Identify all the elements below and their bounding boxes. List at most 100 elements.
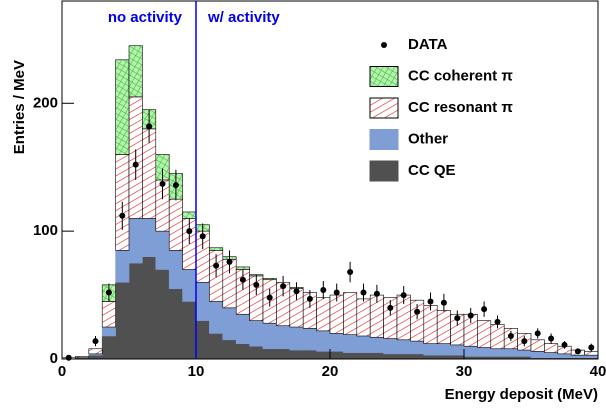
bar-segment: [209, 333, 224, 360]
data-point: [588, 344, 595, 351]
bar-segment: [396, 339, 411, 355]
bar-segment: [101, 301, 116, 328]
bar-segment: [450, 354, 465, 360]
bar-segment: [235, 313, 250, 344]
bar-segment: [168, 198, 183, 251]
data-point: [387, 304, 394, 311]
bar-segment: [128, 262, 143, 360]
data-point: [199, 233, 206, 240]
data-point: [400, 292, 407, 299]
bar-segment: [235, 343, 250, 360]
data-point: [280, 283, 287, 290]
bar-segment: [142, 256, 157, 360]
bar-segment: [302, 328, 317, 351]
x-tick-label: 20: [322, 363, 339, 380]
bar-segment: [436, 354, 451, 360]
bar-segment: [209, 301, 224, 334]
data-point: [105, 289, 112, 296]
bar-segment: [517, 349, 532, 357]
bar-segment: [115, 281, 130, 360]
bar-segment: [155, 230, 170, 270]
bar-segment: [356, 335, 371, 353]
data-point: [213, 262, 220, 269]
bar-segment: [115, 59, 130, 155]
data-point: [172, 182, 179, 189]
bar-segment: [235, 266, 250, 270]
bar-segment: [262, 348, 277, 360]
bar-segment: [570, 354, 585, 359]
bar-segment: [289, 349, 304, 360]
bar-segment: [101, 335, 116, 360]
bar-segment: [182, 269, 197, 302]
data-point: [521, 338, 528, 345]
bar-segment: [584, 351, 599, 356]
bar-segment: [584, 354, 599, 359]
bar-segment: [88, 354, 103, 360]
bar-segment: [195, 320, 210, 360]
data-point: [65, 354, 72, 361]
bar-segment: [343, 292, 358, 336]
bar-segment: [88, 348, 103, 355]
bar-segment: [128, 45, 143, 98]
data-point: [494, 318, 501, 325]
bar-segment: [423, 343, 438, 356]
bar-segment: [356, 352, 371, 360]
bar-segment: [302, 349, 317, 360]
bar-segment: [436, 310, 451, 344]
bar-segment: [410, 353, 425, 360]
bar-segment: [544, 352, 559, 359]
legend-marker: [381, 42, 387, 48]
bar-segment: [423, 354, 438, 360]
data-point: [548, 335, 555, 342]
data-point: [467, 312, 474, 319]
bar-segment: [436, 343, 451, 356]
data-point: [347, 269, 354, 276]
x-tick-label: 30: [456, 363, 473, 380]
bar-segment: [423, 304, 438, 344]
bar-segment: [262, 322, 277, 350]
data-point: [132, 161, 139, 168]
bar-segment: [142, 218, 157, 258]
data-point: [574, 348, 581, 355]
bar-segment: [316, 351, 331, 360]
bar-segment: [195, 281, 210, 321]
data-point: [293, 288, 300, 295]
y-tick-label: 0: [50, 350, 58, 367]
x-axis-title: Energy deposit (MeV): [445, 386, 598, 403]
y-tick-label: 200: [33, 94, 58, 111]
legend-label: CC resonant π: [408, 99, 513, 116]
x-tick-label: 10: [188, 363, 205, 380]
bar-segment: [276, 325, 291, 350]
data-point: [306, 295, 313, 302]
x-tick-label: 40: [590, 363, 606, 380]
bar-segment: [503, 348, 518, 357]
data-point: [119, 212, 126, 219]
bar-segment: [410, 340, 425, 355]
bar-segment: [490, 348, 505, 357]
data-point: [507, 332, 514, 339]
legend-label: CC QE: [408, 162, 456, 179]
legend-label: Other: [408, 130, 448, 147]
data-point: [253, 281, 260, 288]
bar-segment: [530, 351, 545, 359]
bar-segment: [557, 353, 572, 359]
bar-segment: [450, 344, 465, 356]
bar-segment: [128, 218, 143, 264]
bar-segment: [249, 345, 264, 360]
bar-segment: [182, 301, 197, 360]
bar-segment: [262, 278, 277, 281]
bar-segment: [222, 339, 237, 360]
data-point: [481, 306, 488, 313]
bar-segment: [463, 345, 478, 357]
data-point: [186, 228, 193, 235]
bar-segment: [396, 353, 411, 360]
bar-segment: [369, 352, 384, 360]
bar-segment: [182, 211, 197, 219]
bar-segment: [343, 334, 358, 353]
data-point: [333, 289, 340, 296]
data-point: [454, 315, 461, 322]
legend-swatch: [369, 66, 399, 87]
data-point: [427, 298, 434, 305]
bar-segment: [369, 336, 384, 353]
data-point: [320, 286, 327, 293]
